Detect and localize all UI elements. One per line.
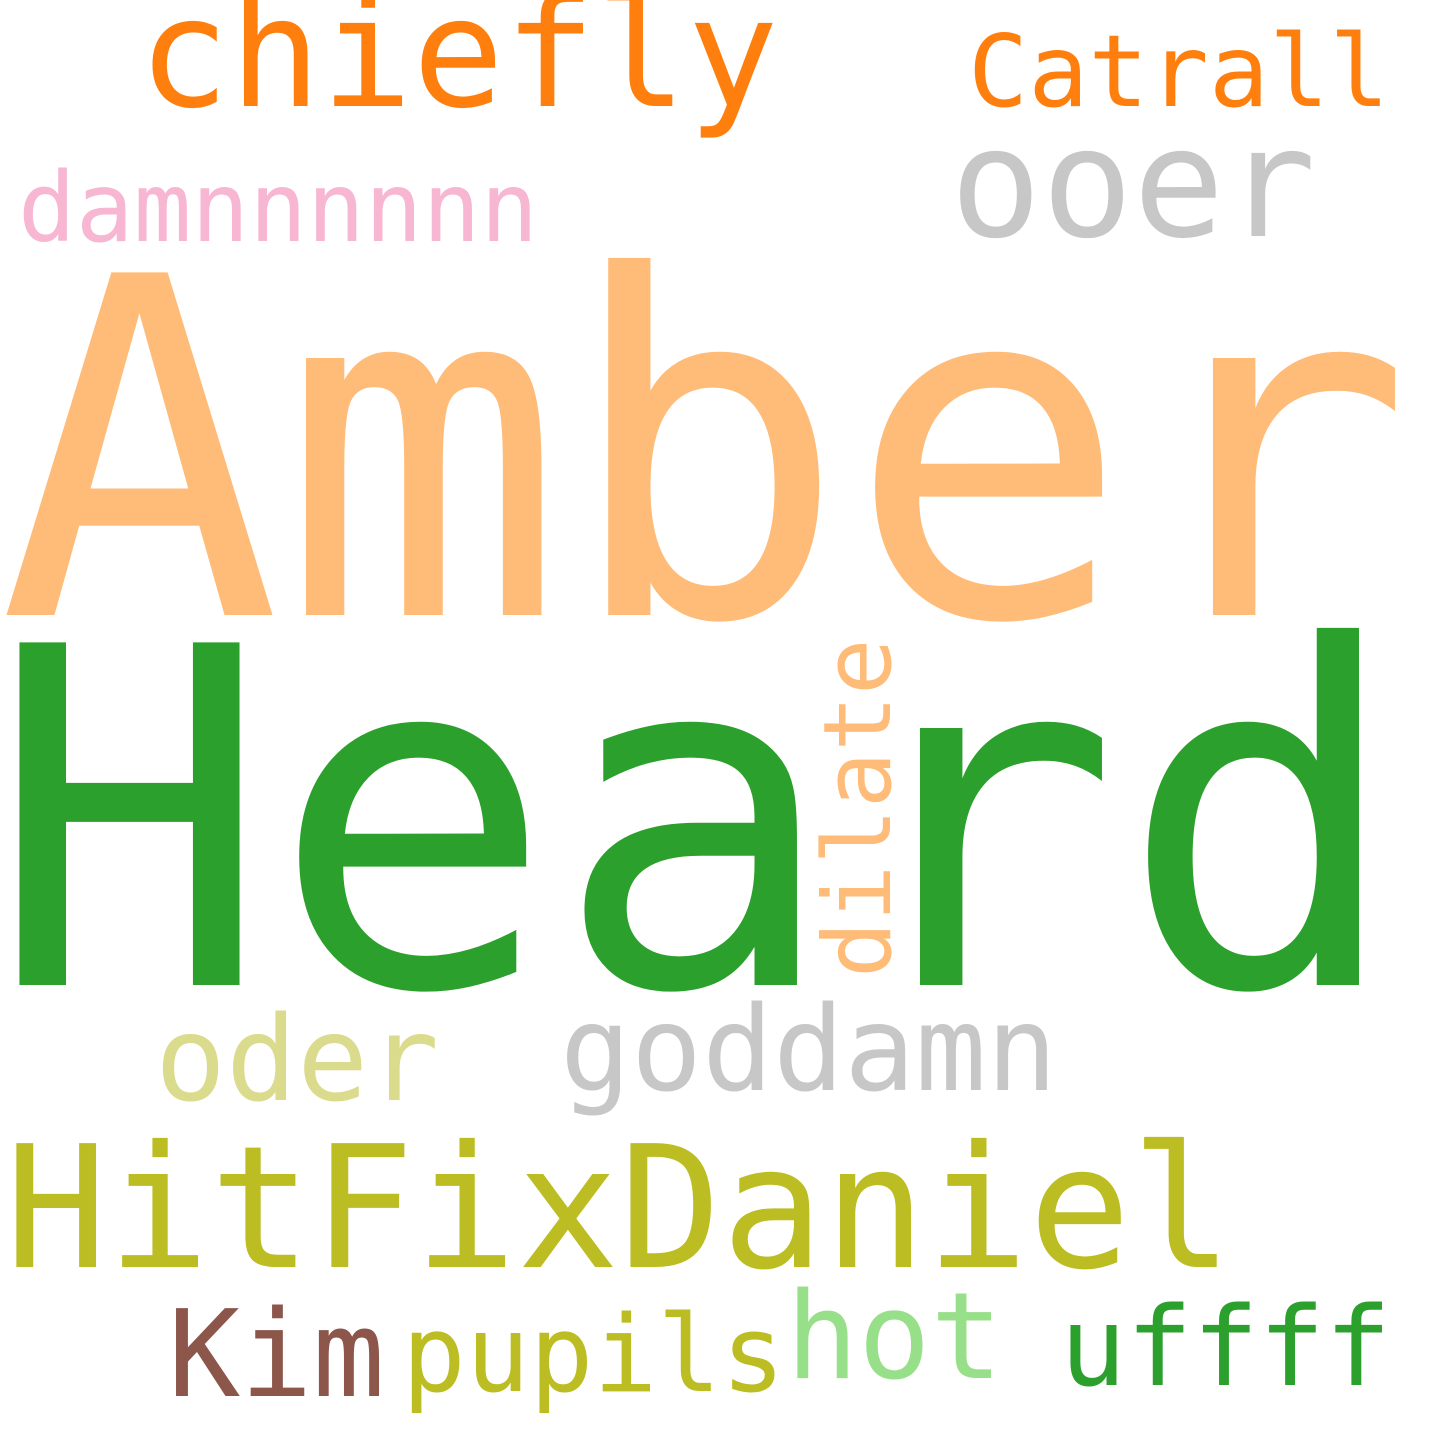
word-dilate: dilate <box>804 638 913 978</box>
word-goddamn: goddamn <box>560 980 1058 1118</box>
word-ooer: ooer <box>950 95 1317 272</box>
word-oder: oder <box>155 990 440 1128</box>
word-pupils: pupils <box>402 1293 785 1416</box>
word-uffff: uffff <box>1060 1283 1392 1411</box>
word-hot: hot <box>786 1268 1003 1407</box>
word-amber: Amber <box>0 179 1413 726</box>
word-kim: Kim <box>168 1286 385 1425</box>
word-chiefly: chiefly <box>138 0 779 142</box>
word-catrall: Catrall <box>968 13 1390 130</box>
word-damnnnnnn: damnnnnnn <box>18 152 539 264</box>
word-heard: Heard <box>0 549 1403 1096</box>
word-hitfixdaniel: HitFixDaniel <box>5 1110 1234 1308</box>
